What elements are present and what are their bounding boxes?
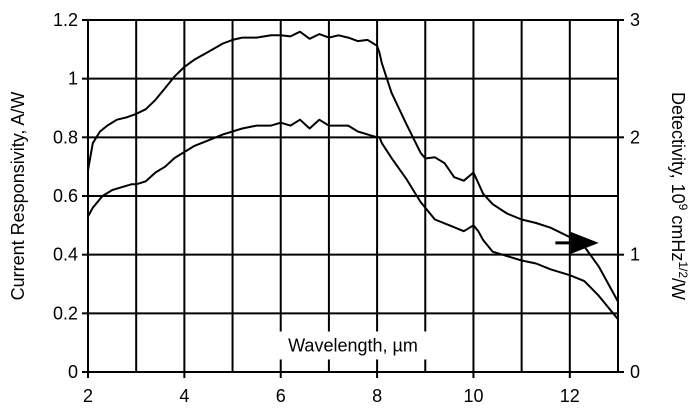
- y2-tick-label: 0: [630, 362, 640, 382]
- x-tick-label: 2: [83, 386, 93, 406]
- y2-axis-label: Detectivity, 109 cmHz1/2/W: [668, 92, 690, 300]
- detectivity-curve: [87, 30, 619, 303]
- y-axis-label: Current Responsivity, A/W: [8, 92, 28, 301]
- y2-axis-label-exponent-1: 9: [676, 204, 690, 211]
- x-tick-label: 12: [560, 386, 580, 406]
- x-tick-label: 8: [372, 386, 382, 406]
- x-tick-label: 6: [276, 386, 286, 406]
- y2-tick-label: 1: [630, 245, 640, 265]
- y2-axis-label-end: /W: [668, 278, 688, 300]
- y-tick-label: 0: [68, 362, 78, 382]
- x-tick-label: 10: [463, 386, 483, 406]
- y2-axis-label-mid: cmHz: [668, 210, 688, 261]
- responsivity-curve: [87, 118, 619, 320]
- arrow-head: [570, 231, 599, 254]
- x-axis-label-background: [258, 331, 448, 360]
- x-axis-label: Wavelength, µm: [288, 335, 418, 355]
- data-series: [87, 30, 619, 320]
- y-tick-label: 1: [68, 69, 78, 89]
- y-tick-label: 0.4: [53, 245, 78, 265]
- y2-tick-label: 3: [630, 10, 640, 30]
- y-tick-label: 0.6: [53, 186, 78, 206]
- y-tick-label: 0.8: [53, 127, 78, 147]
- y2-axis-label-exponent-2: 1/2: [676, 261, 690, 278]
- arrow-annotation: [555, 231, 599, 254]
- x-tick-label: 4: [179, 386, 189, 406]
- y2-tick-label: 2: [630, 127, 640, 147]
- y2-axis-label-base: Detectivity, 10: [668, 92, 688, 204]
- grid-lines: [88, 20, 618, 372]
- y-tick-label: 1.2: [53, 10, 78, 30]
- y-tick-label: 0.2: [53, 303, 78, 323]
